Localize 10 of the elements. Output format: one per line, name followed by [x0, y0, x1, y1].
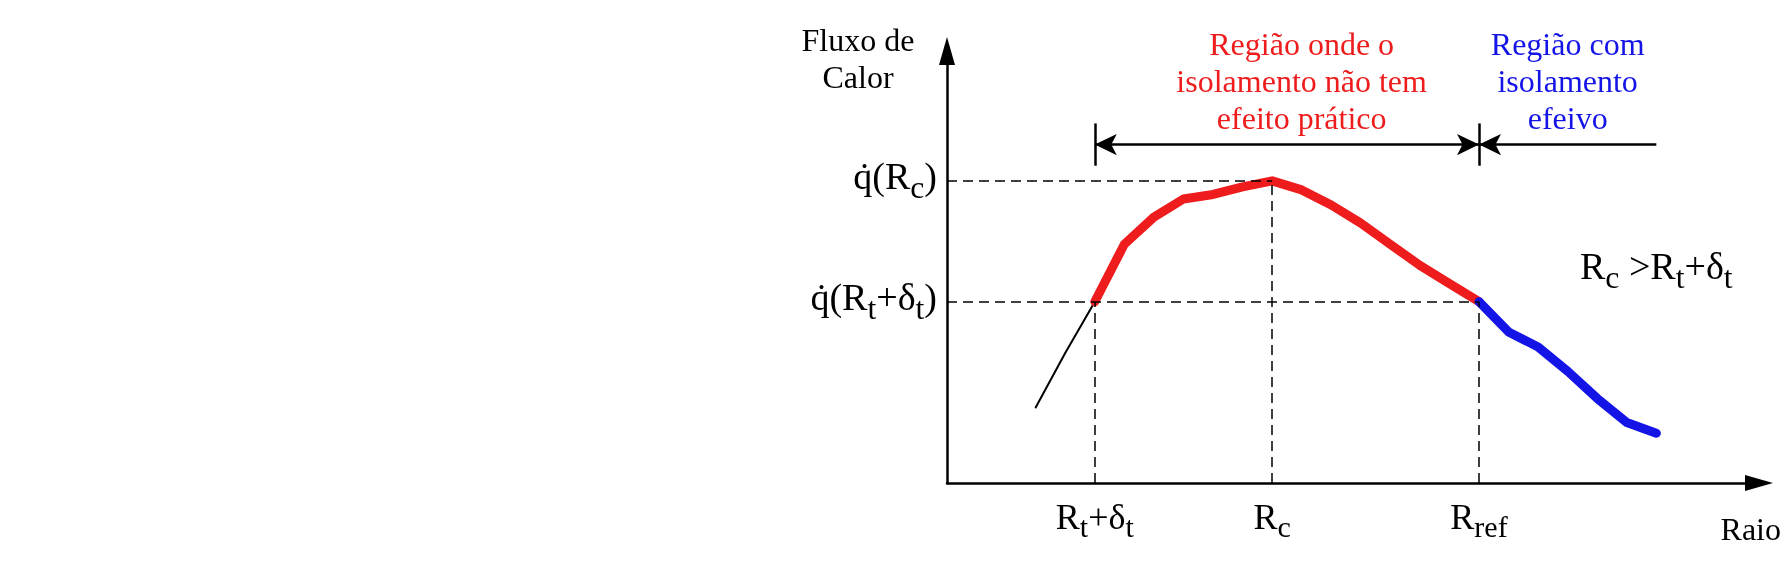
x-tick-label: R$_{ref}$ [1450, 497, 1508, 545]
ref-line-label: q̇(R$_{t}$+δ$_{t}$) [810, 276, 937, 328]
ref-line-label: q̇(R$_{c}$) [853, 155, 937, 207]
text: Região onde o isolamento não tem efeito prático [1175, 25, 1428, 137]
text: Região com isolamento efeivo [1489, 25, 1646, 137]
annotation: R$_{c}$ >R$_{t}$+δ$_{t}$ [1579, 245, 1734, 297]
x-tick-label: R$_{t}$+δ$_{t}$ [1055, 497, 1134, 545]
y-axis-title: Fluxo de Calor [800, 22, 916, 96]
x-axis-title: Raio [1720, 511, 1781, 548]
x-tick-label: R$_{c}$ [1253, 497, 1291, 545]
